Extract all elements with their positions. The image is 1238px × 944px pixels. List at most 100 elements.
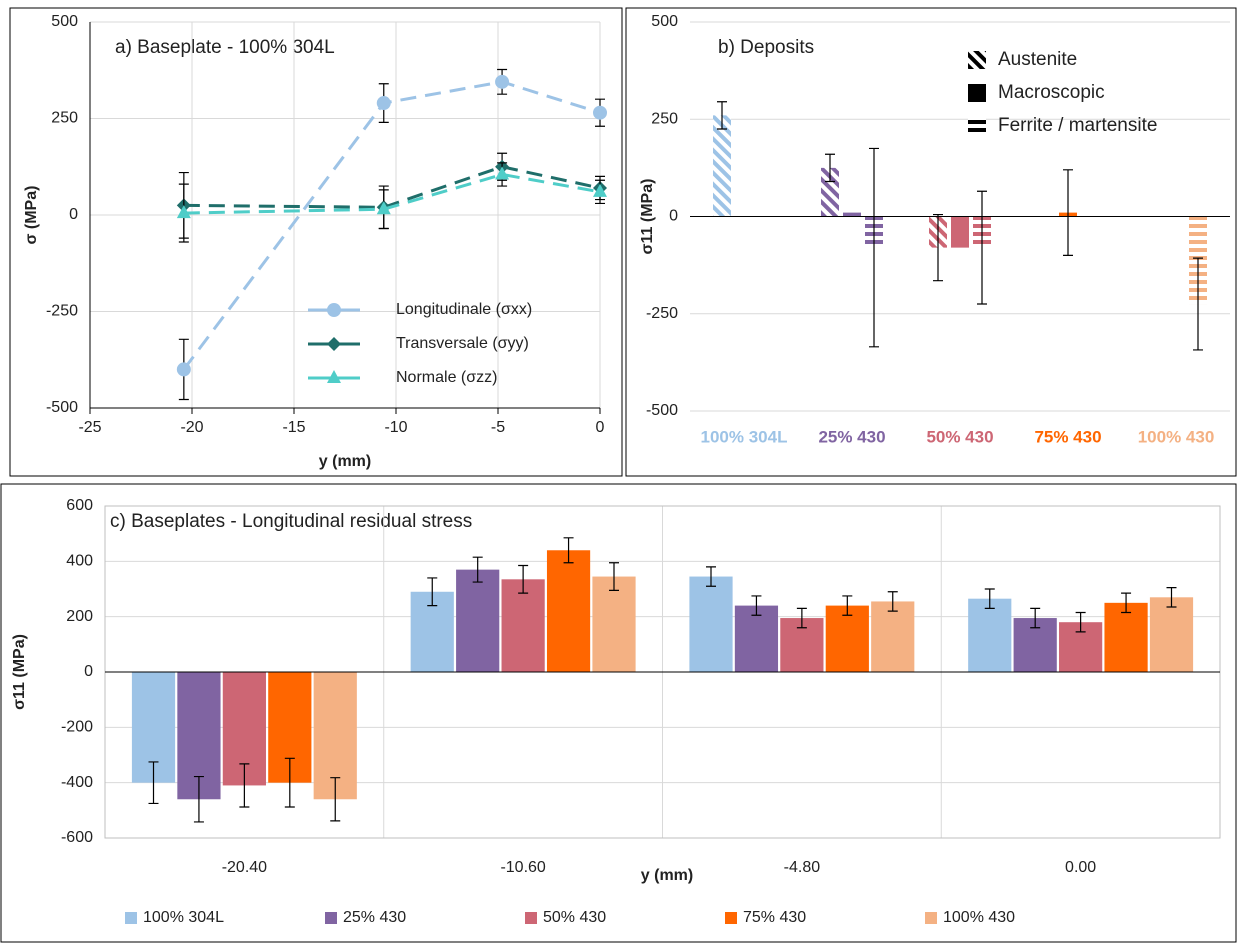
marker [327,303,341,317]
error-bar [842,595,853,616]
legend-swatch [725,912,737,924]
y-axis-title: σ11 (MPa) [639,179,656,255]
bar [871,601,915,672]
error-bar [472,556,483,583]
bar [689,576,733,672]
legend-label: Austenite [998,49,1077,70]
y-tick-label: 200 [66,608,93,625]
y-tick-label: 600 [66,497,93,514]
marker [376,201,391,215]
panel-frame [0,483,1237,943]
error-bar [148,761,159,805]
error-bar [1063,169,1073,256]
legend-label: Macroscopic [998,82,1105,103]
error-bar [239,763,250,808]
legend-label: 25% 430 [343,909,406,926]
legend-label: Transversale (σyy) [396,335,529,352]
y-tick-label: -500 [46,399,78,416]
bar [951,216,969,248]
error-bar [563,537,574,564]
error-bar [825,153,835,183]
bar [1149,597,1194,672]
x-tick-label: -10 [384,419,407,436]
bar [713,115,731,217]
series-line [183,165,601,209]
y-tick-label: -200 [61,719,93,736]
legend-swatch [925,912,937,924]
y-axis-title: σ (MPa) [23,186,40,245]
panel-frame [9,7,623,477]
x-tick-label: -4.80 [784,859,821,876]
legend-swatch [968,51,986,69]
x-tick-label: -10.60 [500,859,545,876]
legend-swatch [968,84,986,102]
panel-frame [625,7,1237,477]
legend-label: Longitudinale (σxx) [396,301,532,318]
y-tick-label: 250 [651,110,678,127]
marker [176,362,191,377]
y-tick-label: -250 [646,305,678,322]
y-tick-label: 500 [651,13,678,30]
marker [327,337,341,351]
error-bar [427,577,438,607]
error-bar [1166,587,1177,608]
x-tick-label: 25% 430 [818,427,885,446]
x-tick-label: -20.40 [222,859,267,876]
legend-label: Ferrite / martensite [998,115,1157,136]
marker [327,370,341,383]
legend-label: 100% 304L [143,909,224,926]
legend-swatch [325,912,337,924]
error-bar [933,213,943,282]
bar [843,212,861,217]
error-bar [796,607,807,629]
legend-label: Normale (σzz) [396,369,497,386]
error-bar [608,562,619,591]
error-bar [1075,611,1086,633]
y-tick-label: -500 [646,402,678,419]
marker [495,74,510,89]
y-tick-label: 400 [66,553,93,570]
error-bar [518,564,529,594]
x-tick-label: -5 [491,419,505,436]
chart-title: a) Baseplate - 100% 304L [115,37,335,58]
series-line [183,172,601,215]
y-tick-label: -400 [61,774,93,791]
error-bar [706,566,717,587]
x-axis-title: y (mm) [641,867,693,884]
bar [968,598,1012,672]
y-tick-label: 0 [84,663,93,680]
x-tick-label: 0 [596,419,605,436]
error-bar [717,101,727,130]
legend-label: 75% 430 [743,909,806,926]
y-tick-label: 500 [51,13,78,30]
y-tick-label: 250 [51,110,78,127]
error-bar [984,588,995,609]
y-axis-title: σ11 (MPa) [11,634,28,710]
error-bar [1030,607,1041,629]
chart-title: c) Baseplates - Longitudinal residual st… [110,511,472,532]
x-axis-title: y (mm) [319,453,371,470]
chart-title: b) Deposits [718,37,814,58]
x-tick-label: 0.00 [1065,859,1096,876]
error-bar [1193,257,1203,351]
error-bar [887,591,898,612]
y-tick-label: 0 [69,206,78,223]
marker [495,166,510,180]
error-bar [869,147,879,348]
bar [1104,602,1148,672]
bar [821,167,839,217]
x-tick-label: 100% 430 [1138,427,1215,446]
y-tick-label: -600 [61,829,93,846]
marker [176,205,191,219]
error-bar [193,775,204,823]
x-tick-label: -25 [78,419,101,436]
legend-label: 100% 430 [943,909,1015,926]
legend-label: 50% 430 [543,909,606,926]
error-bar [284,757,295,808]
series-line [182,80,601,371]
x-tick-label: -20 [180,419,203,436]
bar [501,579,545,672]
x-tick-label: -15 [282,419,305,436]
marker [376,96,391,111]
